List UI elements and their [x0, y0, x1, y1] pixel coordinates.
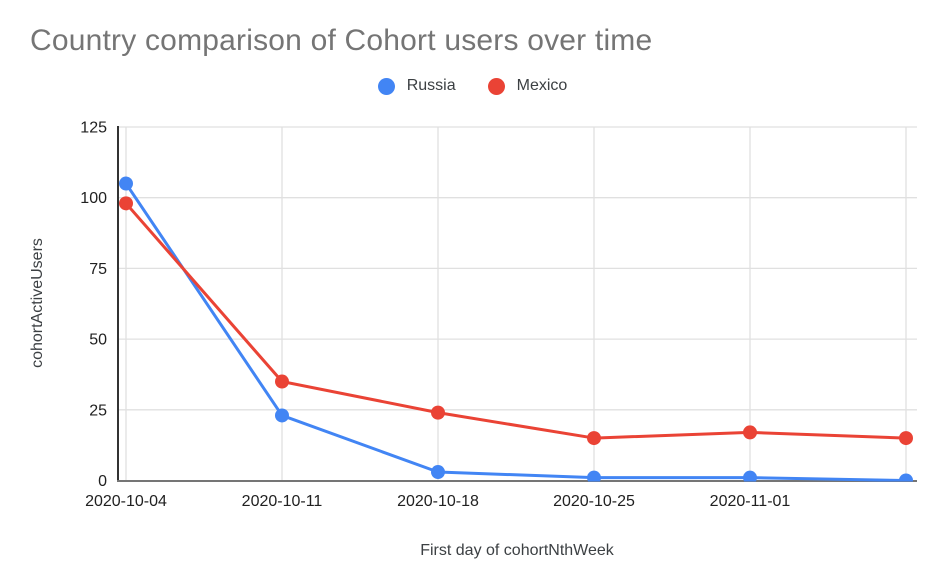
legend-series-dot-icon	[377, 77, 395, 95]
data-point-russia	[119, 176, 133, 191]
y-tick-label: 50	[89, 332, 107, 349]
x-tick-label: 2020-11-01	[710, 493, 791, 510]
legend-item-russia[interactable]: Russia	[377, 77, 456, 95]
data-point-russia	[899, 473, 913, 482]
data-point-mexico	[587, 431, 601, 446]
y-tick-label: 25	[89, 402, 107, 419]
data-point-mexico	[743, 425, 757, 440]
y-tick-label: 75	[89, 261, 107, 278]
data-point-russia	[431, 465, 445, 480]
data-point-mexico	[275, 374, 289, 389]
legend-series-dot-icon	[487, 77, 505, 95]
x-tick-label: 2020-10-11	[242, 493, 323, 510]
legend-item-mexico[interactable]: Mexico	[487, 77, 568, 95]
legend: Russia Mexico	[0, 77, 945, 95]
chart-title: Country comparison of Cohort users over …	[30, 24, 653, 57]
x-tick-label: 2020-10-25	[553, 493, 635, 510]
legend-label: Russia	[406, 77, 456, 94]
x-tick-label: 2020-10-04	[85, 493, 167, 510]
y-tick-label: 0	[98, 473, 107, 490]
series-russia	[119, 176, 913, 482]
x-axis-title: First day of cohortNthWeek	[420, 542, 614, 559]
x-tick-label: 2020-10-18	[397, 493, 479, 510]
data-point-russia	[743, 470, 757, 482]
legend-label: Mexico	[516, 77, 568, 94]
data-point-mexico	[119, 196, 133, 211]
data-point-russia	[587, 470, 601, 482]
data-point-mexico	[899, 431, 913, 446]
series-mexico	[119, 196, 913, 446]
data-point-mexico	[431, 405, 445, 420]
y-tick-label: 125	[80, 120, 107, 137]
y-tick-label: 100	[80, 190, 107, 207]
data-point-russia	[275, 408, 289, 423]
